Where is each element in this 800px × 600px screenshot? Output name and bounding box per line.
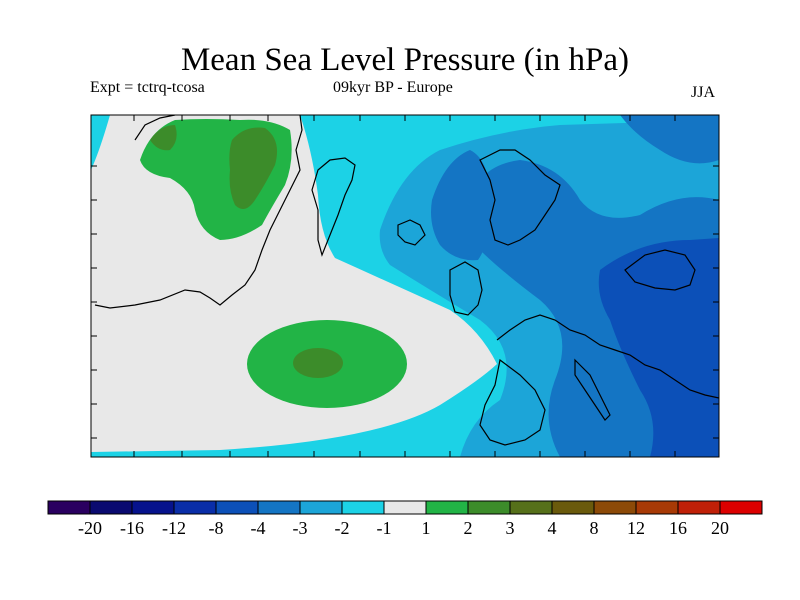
coastline-black-sea — [624, 249, 696, 291]
colorbar-swatch — [341, 500, 385, 515]
colorbar-label: -16 — [120, 518, 144, 538]
colorbar-swatch — [509, 500, 553, 515]
coastline-scandinavia — [479, 149, 561, 246]
coastline-italy — [574, 358, 611, 421]
field-dark-green-greenland-west — [150, 125, 177, 151]
colorbar-swatch — [47, 500, 91, 515]
colorbar-label: 4 — [548, 518, 557, 538]
colorbar-label: 3 — [506, 518, 515, 538]
colorbar-swatch — [593, 500, 637, 515]
colorbar-label: 12 — [627, 518, 645, 538]
map-ticks — [91, 115, 719, 457]
colorbar-swatch — [215, 500, 259, 515]
colorbar-label: 16 — [669, 518, 687, 538]
colorbar-swatch — [257, 500, 301, 515]
colorbar-swatch — [677, 500, 721, 515]
colorbar-swatch — [383, 500, 427, 515]
experiment-label: Expt = tctrq-tcosa — [90, 79, 205, 96]
colorbar-swatch — [467, 500, 511, 515]
colorbar-label: -20 — [78, 518, 102, 538]
colorbar-label: -8 — [209, 518, 224, 538]
coastline-continent — [479, 314, 719, 446]
colorbar-swatch — [719, 500, 763, 515]
coastline-greenland — [94, 115, 303, 309]
colorbar-swatch — [89, 500, 133, 515]
colorbar-label: 8 — [590, 518, 599, 538]
coastline-britain — [397, 219, 483, 316]
colorbar-label: -1 — [377, 518, 392, 538]
colorbar-label: -2 — [335, 518, 350, 538]
field-blue — [598, 238, 719, 457]
chart-title: Mean Sea Level Pressure (in hPa) — [180, 42, 630, 78]
field-dark-green-greenland — [229, 127, 278, 209]
colorbar-label: -4 — [251, 518, 266, 538]
field-mid-blue-north — [620, 115, 719, 164]
colorbar-label: 2 — [464, 518, 473, 538]
colorbar-swatch — [299, 500, 343, 515]
period-region-label: 09kyr BP - Europe — [333, 79, 453, 96]
colorbar-swatch — [131, 500, 175, 515]
colorbar-label: 20 — [711, 518, 729, 538]
coastline-iceland — [311, 157, 356, 257]
colorbar-label: -12 — [162, 518, 186, 538]
field-mid-blue-scandinavia — [431, 150, 491, 261]
colorbar-label: 1 — [422, 518, 431, 538]
colorbar-swatch — [173, 500, 217, 515]
colorbar-swatch — [551, 500, 595, 515]
colorbar-label: -3 — [293, 518, 308, 538]
season-label: JJA — [691, 84, 716, 101]
colorbar-swatch — [635, 500, 679, 515]
colorbar-swatch — [425, 500, 469, 515]
field-dark-green-atlantic — [293, 348, 343, 378]
